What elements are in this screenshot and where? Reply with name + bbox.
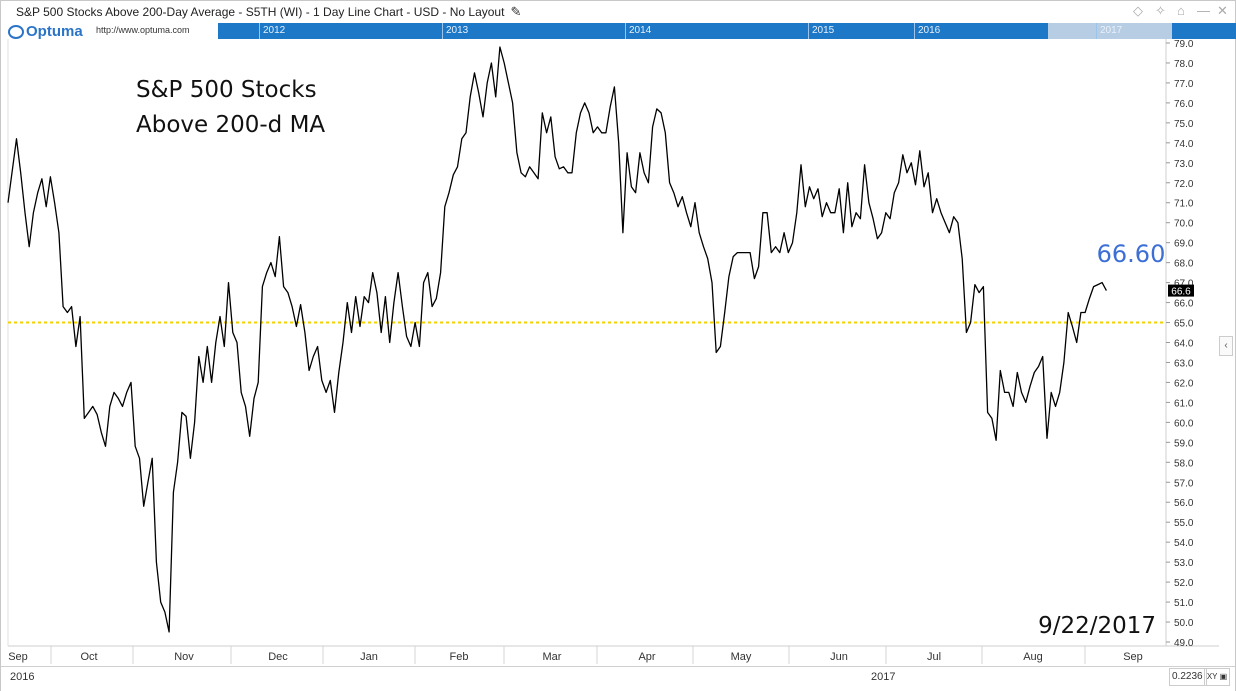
y-tick-label: 64.0	[1174, 339, 1194, 350]
y-tick-label: 69.0	[1174, 239, 1194, 250]
y-tick-label: 78.0	[1174, 59, 1194, 70]
navigator-year-label: 2017	[1100, 25, 1123, 36]
x-month-label: Sep	[1123, 651, 1143, 663]
navigator-year-separator	[442, 23, 443, 39]
navigator-year-separator	[808, 23, 809, 39]
year-label-2017: 2017	[871, 671, 896, 683]
y-tick-label: 50.0	[1174, 618, 1194, 629]
minimize-icon[interactable]: —	[1197, 3, 1210, 18]
y-tick-label: 54.0	[1174, 538, 1194, 549]
price-tag-label: 66.6	[1171, 287, 1191, 298]
x-month-label: Oct	[80, 651, 97, 663]
y-tick-label: 63.0	[1174, 358, 1194, 369]
y-tick-label: 61.0	[1174, 398, 1194, 409]
x-month-label: Apr	[638, 651, 655, 663]
y-tick-label: 59.0	[1174, 438, 1194, 449]
navigator-year-separator	[1096, 23, 1097, 39]
navigator-window-handle[interactable]	[1048, 23, 1172, 39]
navigator-year-label: 2013	[446, 25, 469, 36]
x-month-label: Mar	[543, 651, 562, 663]
pin-icon[interactable]: ✧	[1155, 3, 1166, 18]
y-tick-label: 49.0	[1174, 638, 1194, 649]
x-month-label: Jun	[830, 651, 848, 663]
y-tick-label: 70.0	[1174, 219, 1194, 230]
y-tick-label: 77.0	[1174, 79, 1194, 90]
y-tick-label: 56.0	[1174, 498, 1194, 509]
brand-bar: Optuma http://www.optuma.com 2012 2013 201…	[8, 23, 1236, 40]
x-month-label: Jul	[927, 651, 941, 663]
y-tick-label: 60.0	[1174, 418, 1194, 429]
chart-annotation-title: S&P 500 Stocks	[136, 77, 317, 103]
x-month-label: Aug	[1023, 651, 1043, 663]
navigator-year-separator	[625, 23, 626, 39]
close-icon[interactable]: ✕	[1217, 3, 1228, 18]
navigator-year-separator	[259, 23, 260, 39]
y-tick-label: 75.0	[1174, 119, 1194, 130]
y-tick-label: 51.0	[1174, 598, 1194, 609]
scale-value-field[interactable]: 0.2236	[1169, 668, 1207, 686]
year-label-2016: 2016	[10, 671, 35, 683]
optuma-logo: Optuma	[8, 23, 83, 40]
y-tick-label: 65.0	[1174, 319, 1194, 330]
window-title-text: S&P 500 Stocks Above 200-Day Average - S…	[16, 5, 505, 19]
y-tick-label: 58.0	[1174, 458, 1194, 469]
diamond-icon[interactable]: ◇	[1133, 3, 1143, 18]
navigator-year-label: 2012	[263, 25, 286, 36]
y-tick-label: 67.0	[1174, 279, 1194, 290]
chart-annotation-title: Above 200-d MA	[136, 112, 325, 138]
window-title: S&P 500 Stocks Above 200-Day Average - S…	[16, 4, 521, 20]
x-month-label: Dec	[268, 651, 288, 663]
y-tick-label: 72.0	[1174, 179, 1194, 190]
navigator-year-label: 2016	[918, 25, 941, 36]
y-tick-label: 79.0	[1174, 39, 1194, 50]
x-month-label: Nov	[174, 651, 194, 663]
collapse-panel-button[interactable]: ‹	[1219, 336, 1233, 356]
y-tick-label: 57.0	[1174, 478, 1194, 489]
y-tick-label: 66.0	[1174, 299, 1194, 310]
y-tick-label: 76.0	[1174, 99, 1194, 110]
y-tick-label: 52.0	[1174, 578, 1194, 589]
logo-url: http://www.optuma.com	[96, 25, 190, 35]
pencil-icon[interactable]: ✎	[510, 4, 522, 19]
logo-text: Optuma	[26, 23, 83, 40]
last-value-annotation: 66.60	[1097, 240, 1166, 268]
y-tick-label: 68.0	[1174, 259, 1194, 270]
y-tick-label: 73.0	[1174, 159, 1194, 170]
y-tick-label: 71.0	[1174, 199, 1194, 210]
time-navigator[interactable]: 2012 2013 2014 2015 2016 2017	[218, 23, 1236, 39]
y-tick-label: 55.0	[1174, 518, 1194, 529]
x-month-label: Feb	[450, 651, 469, 663]
x-month-label: May	[731, 651, 752, 663]
navigator-year-label: 2015	[812, 25, 835, 36]
navigator-year-label: 2014	[629, 25, 652, 36]
bottom-axis-bar: 2016 2017	[1, 666, 1235, 691]
optuma-logo-icon	[8, 24, 24, 39]
y-tick-label: 53.0	[1174, 558, 1194, 569]
price-tag-box	[1168, 284, 1194, 297]
x-month-label: Sep	[8, 651, 28, 663]
title-bar: S&P 500 Stocks Above 200-Day Average - S…	[1, 1, 1235, 23]
xy-toggle-button[interactable]: XY ▣	[1204, 668, 1230, 686]
series-line	[7, 46, 1107, 633]
date-annotation: 9/22/2017	[1038, 613, 1156, 639]
navigator-year-separator	[914, 23, 915, 39]
x-month-label: Jan	[360, 651, 378, 663]
y-tick-label: 74.0	[1174, 139, 1194, 150]
tag-icon[interactable]: ⌂	[1177, 3, 1185, 18]
y-tick-label: 62.0	[1174, 378, 1194, 389]
